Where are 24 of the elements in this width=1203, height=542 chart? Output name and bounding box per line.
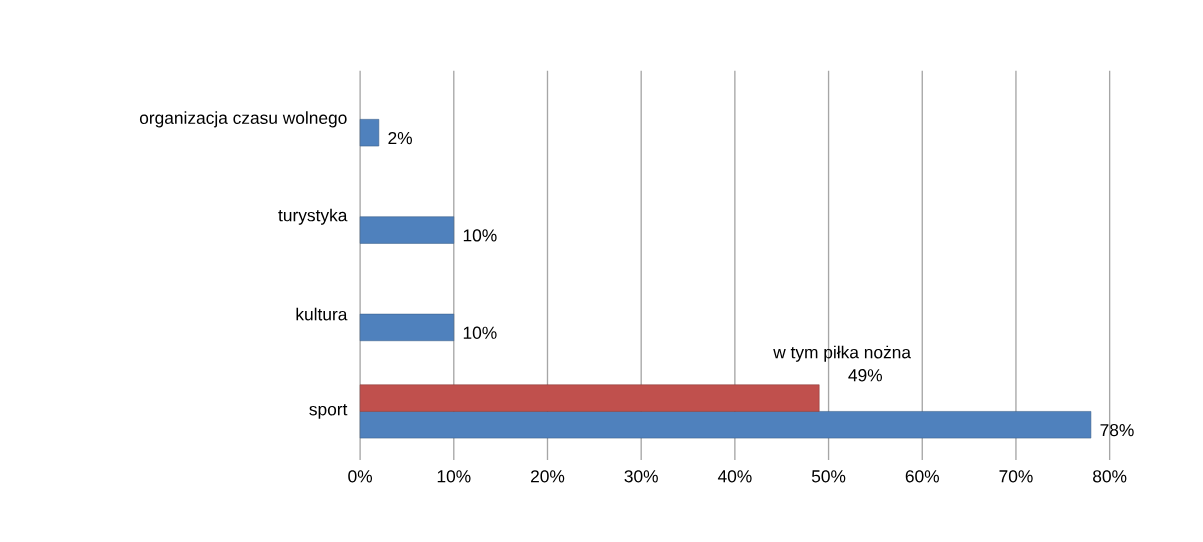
bar [359, 313, 455, 341]
x-tick-label: 10% [437, 470, 471, 483]
x-tick-label: 50% [811, 470, 846, 483]
y-tick-label: organizacja czasu wolnego [139, 111, 347, 128]
y-tick-label: kultura [296, 307, 348, 321]
x-tick-label: 80% [1093, 470, 1127, 483]
series-label: w tym piłka nożna [773, 345, 911, 362]
bar [359, 216, 455, 244]
bar [359, 411, 1092, 439]
bar [359, 384, 820, 412]
data-label: 78% [1100, 423, 1134, 437]
data-label: 10% [463, 229, 497, 242]
x-tick-label: 70% [999, 470, 1033, 483]
x-tick-label: 20% [531, 470, 565, 483]
y-tick-label: sport [309, 403, 348, 419]
x-tick-label: 60% [905, 470, 939, 483]
x-tick-label: 0% [348, 470, 373, 483]
data-label: 2% [388, 131, 413, 145]
bar [359, 119, 380, 147]
y-tick-label: turystyka [278, 208, 348, 225]
x-tick-label: 40% [717, 470, 752, 483]
data-label: 49% [848, 369, 883, 382]
x-tick-label: 30% [624, 470, 658, 483]
data-label: 10% [463, 326, 497, 339]
